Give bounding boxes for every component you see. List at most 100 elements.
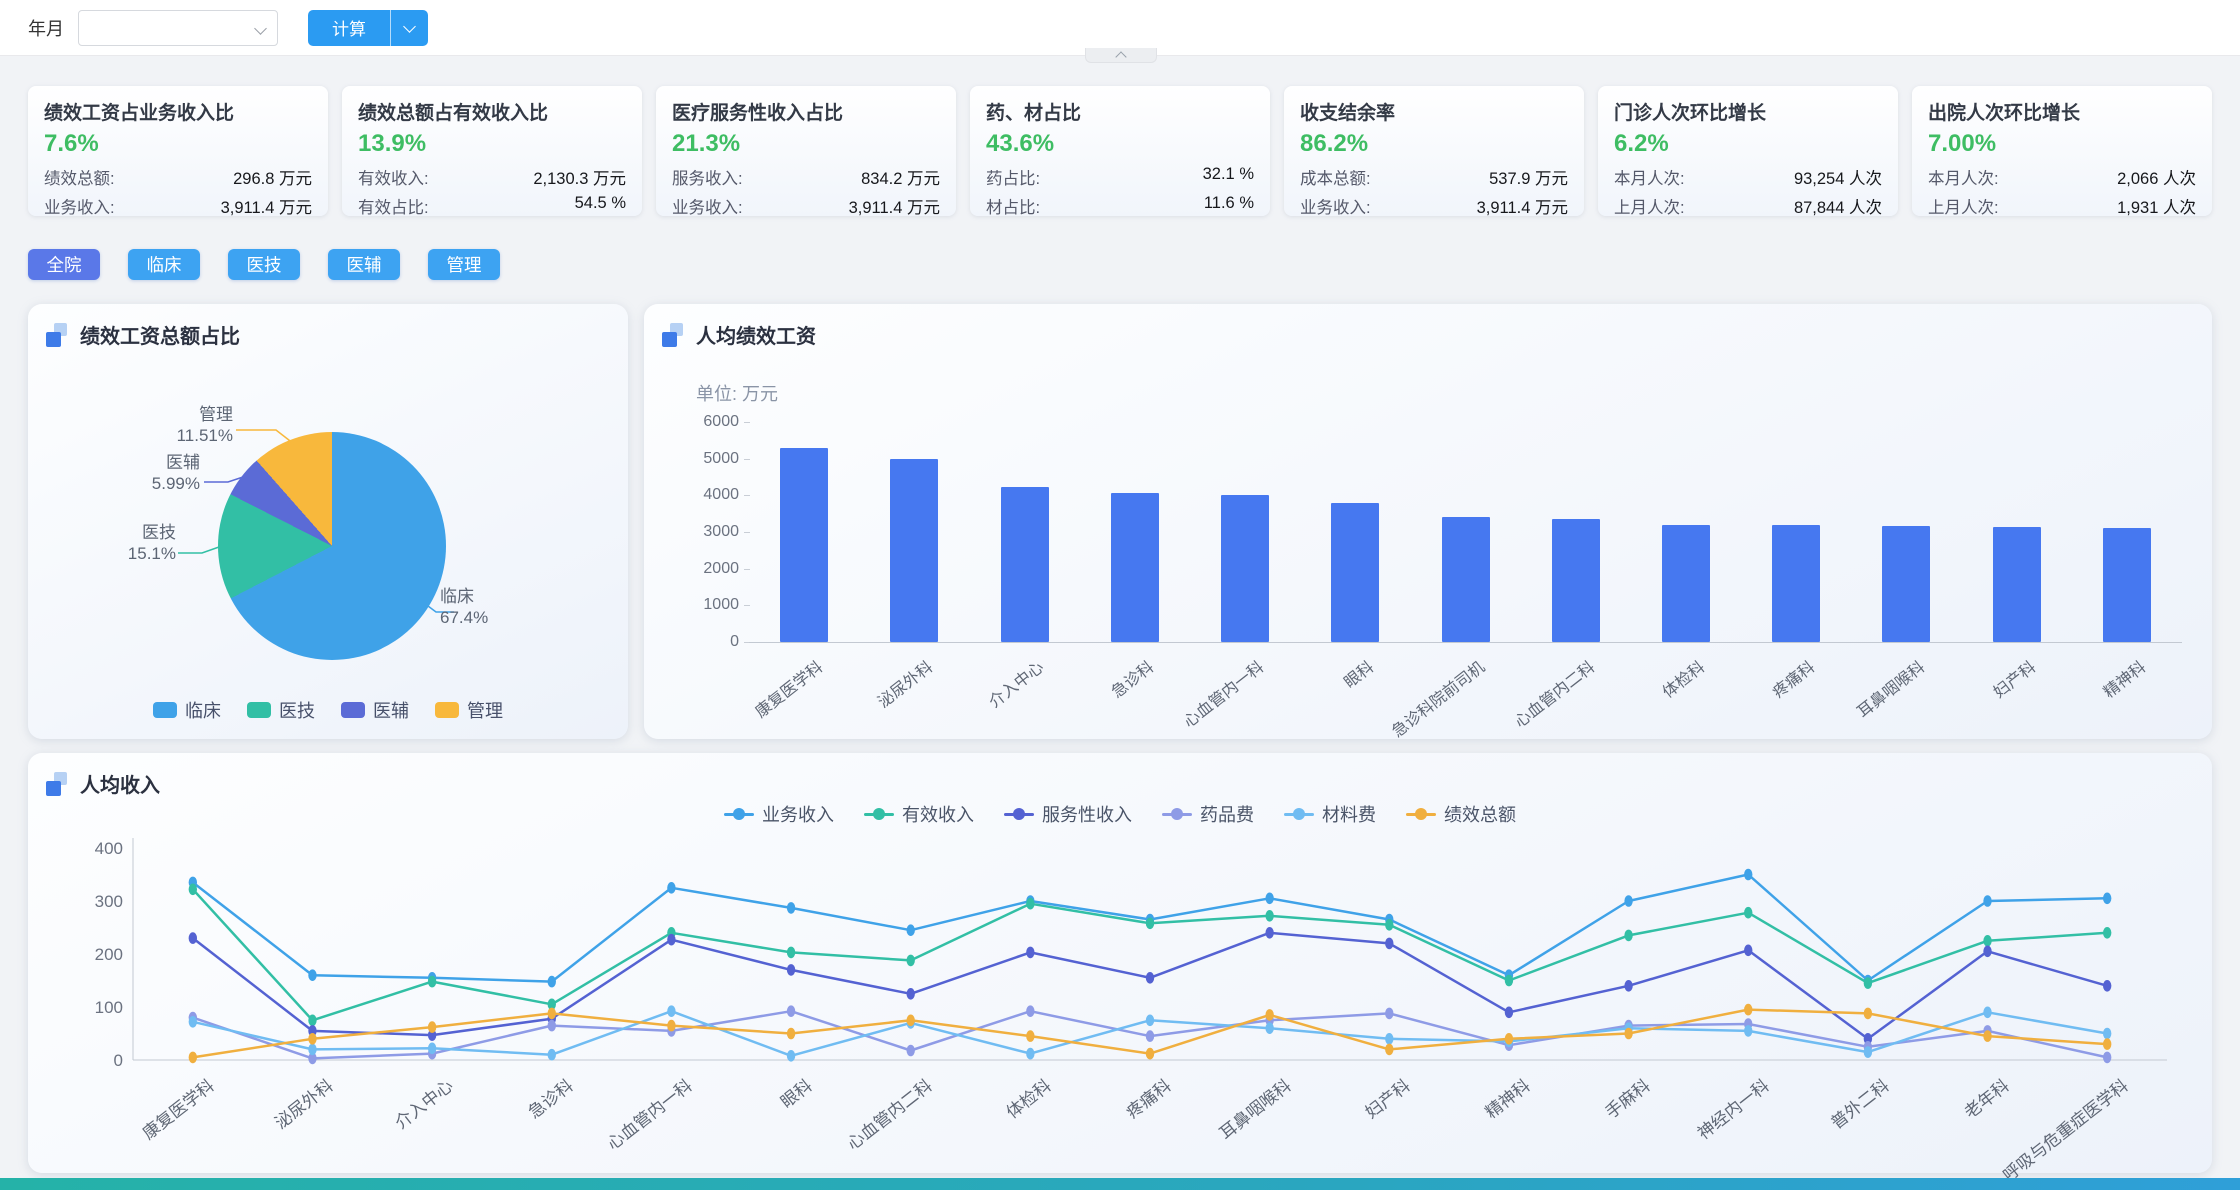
data-point[interactable] bbox=[1863, 977, 1873, 989]
data-point[interactable] bbox=[308, 1014, 317, 1027]
data-point[interactable] bbox=[2102, 1038, 2112, 1050]
data-point[interactable] bbox=[1385, 1043, 1394, 1056]
data-point[interactable] bbox=[1145, 1047, 1155, 1060]
data-point[interactable] bbox=[667, 933, 676, 946]
data-point[interactable] bbox=[1385, 1033, 1394, 1045]
data-point[interactable] bbox=[1983, 945, 1992, 958]
data-point[interactable] bbox=[188, 1051, 198, 1064]
legend-item-临床[interactable]: 临床 bbox=[153, 697, 221, 723]
data-point[interactable] bbox=[1145, 917, 1155, 930]
data-point[interactable] bbox=[1983, 935, 1992, 947]
data-point[interactable] bbox=[1265, 892, 1274, 905]
bar-眼科[interactable] bbox=[1331, 502, 1380, 642]
data-point[interactable] bbox=[547, 975, 556, 988]
data-point[interactable] bbox=[1983, 1006, 1992, 1019]
collapse-handle[interactable] bbox=[1085, 48, 1157, 63]
data-point[interactable] bbox=[1145, 1014, 1155, 1027]
data-point[interactable] bbox=[1624, 929, 1633, 942]
legend-item-服务性收入[interactable]: 服务性收入 bbox=[1004, 801, 1132, 827]
data-point[interactable] bbox=[188, 1016, 198, 1028]
bar-康复医学科[interactable] bbox=[780, 447, 829, 642]
data-point[interactable] bbox=[1624, 980, 1633, 992]
bar-耳鼻咽喉科[interactable] bbox=[1882, 526, 1931, 642]
data-point[interactable] bbox=[2102, 1051, 2112, 1064]
data-point[interactable] bbox=[786, 902, 796, 914]
pie-chart[interactable] bbox=[218, 432, 446, 660]
data-point[interactable] bbox=[1026, 897, 1035, 910]
data-point[interactable] bbox=[1863, 1007, 1873, 1020]
data-point[interactable] bbox=[427, 1021, 437, 1033]
data-point[interactable] bbox=[1863, 1033, 1873, 1045]
data-point[interactable] bbox=[188, 932, 198, 944]
bar-疼痛科[interactable] bbox=[1772, 525, 1821, 642]
data-point[interactable] bbox=[1624, 895, 1633, 907]
data-point[interactable] bbox=[1026, 946, 1035, 959]
bar-妇产科[interactable] bbox=[1992, 526, 2041, 642]
data-point[interactable] bbox=[1744, 906, 1753, 919]
data-point[interactable] bbox=[547, 998, 556, 1011]
data-point[interactable] bbox=[427, 1029, 437, 1041]
calculate-dropdown-button[interactable] bbox=[390, 9, 428, 46]
legend-item-绩效总额[interactable]: 绩效总额 bbox=[1406, 801, 1516, 827]
bar-精神科[interactable] bbox=[2102, 528, 2151, 642]
filter-button-医辅[interactable]: 医辅 bbox=[328, 249, 400, 280]
data-point[interactable] bbox=[667, 882, 676, 894]
data-point[interactable] bbox=[308, 1033, 317, 1045]
bar-急诊科[interactable] bbox=[1110, 493, 1159, 642]
data-point[interactable] bbox=[1026, 1005, 1035, 1017]
data-point[interactable] bbox=[1744, 1025, 1753, 1037]
data-point[interactable] bbox=[1385, 937, 1394, 950]
data-point[interactable] bbox=[1385, 1007, 1394, 1020]
filter-button-管理[interactable]: 管理 bbox=[428, 249, 500, 280]
data-point[interactable] bbox=[667, 1019, 676, 1032]
bar-心血管内一科[interactable] bbox=[1221, 495, 1270, 642]
data-point[interactable] bbox=[1265, 1009, 1274, 1021]
data-point[interactable] bbox=[1145, 1030, 1155, 1042]
legend-item-医技[interactable]: 医技 bbox=[247, 697, 315, 723]
bar-介入中心[interactable] bbox=[1000, 486, 1049, 642]
bar-泌尿外科[interactable] bbox=[890, 458, 939, 642]
filter-button-全院[interactable]: 全院 bbox=[28, 249, 100, 280]
legend-item-药品费[interactable]: 药品费 bbox=[1162, 801, 1254, 827]
data-point[interactable] bbox=[1385, 919, 1394, 931]
legend-item-有效收入[interactable]: 有效收入 bbox=[864, 801, 974, 827]
data-point[interactable] bbox=[1624, 1027, 1633, 1040]
data-point[interactable] bbox=[308, 1043, 317, 1056]
data-point[interactable] bbox=[1504, 1006, 1514, 1019]
legend-item-材料费[interactable]: 材料费 bbox=[1284, 801, 1376, 827]
data-point[interactable] bbox=[786, 1027, 796, 1040]
data-point[interactable] bbox=[1504, 974, 1514, 987]
data-point[interactable] bbox=[1026, 1047, 1035, 1060]
legend-item-业务收入[interactable]: 业务收入 bbox=[724, 801, 834, 827]
data-point[interactable] bbox=[906, 1014, 915, 1027]
data-point[interactable] bbox=[786, 1005, 796, 1017]
data-point[interactable] bbox=[427, 975, 437, 988]
data-point[interactable] bbox=[1744, 868, 1753, 881]
yearmonth-select[interactable] bbox=[78, 9, 278, 46]
data-point[interactable] bbox=[1265, 1022, 1274, 1034]
data-point[interactable] bbox=[906, 1044, 915, 1057]
data-point[interactable] bbox=[1744, 1003, 1753, 1016]
data-point[interactable] bbox=[2102, 980, 2112, 992]
legend-item-管理[interactable]: 管理 bbox=[435, 697, 503, 723]
calculate-button[interactable]: 计算 bbox=[308, 9, 390, 46]
data-point[interactable] bbox=[786, 1050, 796, 1062]
data-point[interactable] bbox=[1863, 1046, 1873, 1058]
data-point[interactable] bbox=[1026, 1030, 1035, 1042]
bar-心血管内二科[interactable] bbox=[1551, 519, 1600, 642]
legend-item-医辅[interactable]: 医辅 bbox=[341, 697, 409, 723]
data-point[interactable] bbox=[2102, 892, 2112, 905]
filter-button-医技[interactable]: 医技 bbox=[228, 249, 300, 280]
data-point[interactable] bbox=[308, 1052, 317, 1065]
data-point[interactable] bbox=[1983, 895, 1992, 907]
data-point[interactable] bbox=[1983, 1030, 1992, 1042]
data-point[interactable] bbox=[1265, 910, 1274, 922]
data-point[interactable] bbox=[308, 969, 317, 981]
data-point[interactable] bbox=[547, 1048, 556, 1061]
bar-体检科[interactable] bbox=[1661, 525, 1710, 642]
data-point[interactable] bbox=[1145, 972, 1155, 984]
data-point[interactable] bbox=[1504, 1033, 1514, 1045]
data-point[interactable] bbox=[2102, 1027, 2112, 1040]
filter-button-临床[interactable]: 临床 bbox=[128, 249, 200, 280]
data-point[interactable] bbox=[667, 1005, 676, 1017]
